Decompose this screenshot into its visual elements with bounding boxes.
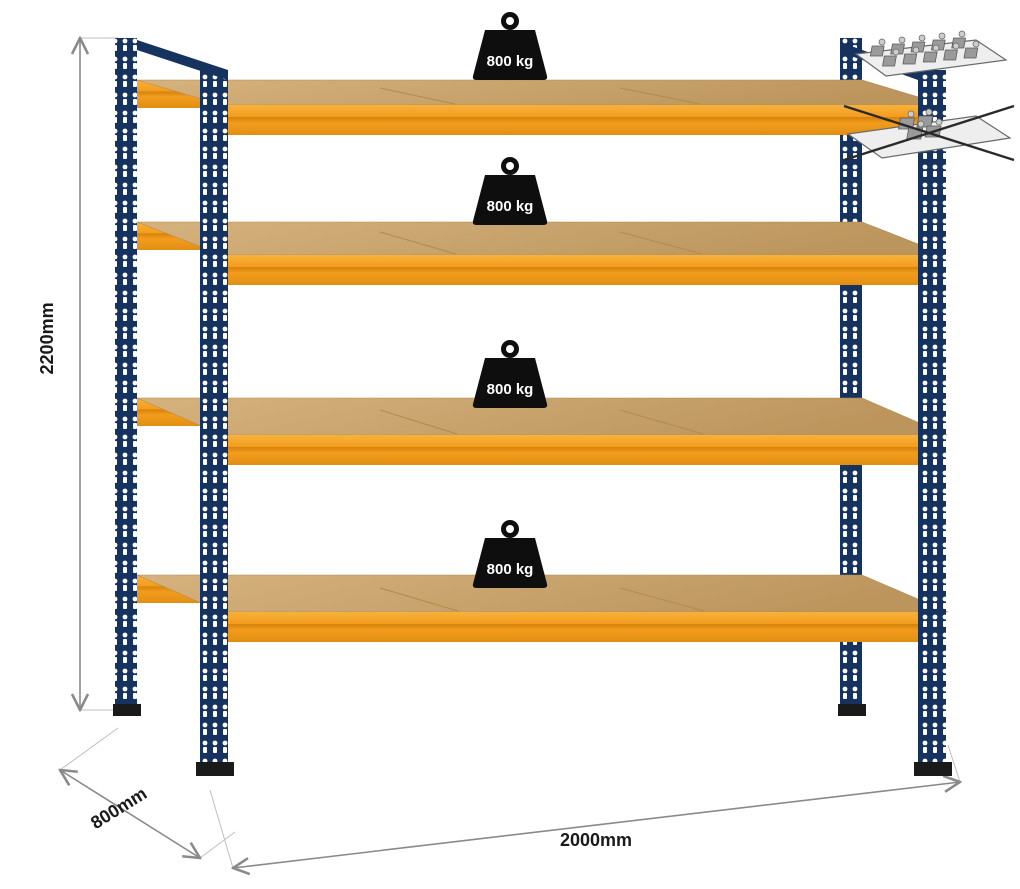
weight-badge-3: 800 kg xyxy=(465,338,555,408)
weight-badge-2: 800 kg xyxy=(465,155,555,225)
load-distribution-ok-icon xyxy=(856,31,1006,76)
weight-label: 800 kg xyxy=(465,198,555,215)
weight-label: 800 kg xyxy=(465,53,555,70)
weight-label: 800 kg xyxy=(465,381,555,398)
shelf-1 xyxy=(137,80,945,135)
weight-badge-1: 800 kg xyxy=(465,10,555,80)
dim-line-width xyxy=(233,782,960,868)
upright-front-left xyxy=(115,38,234,776)
upright-front-right xyxy=(914,70,952,776)
shelf-2 xyxy=(137,222,946,285)
weight-label: 800 kg xyxy=(465,561,555,578)
dim-label-width: 2000mm xyxy=(560,830,632,851)
diagram-canvas: 800 kg 800 kg 800 kg 800 kg 2200mm 800mm… xyxy=(0,0,1020,884)
dim-label-height: 2200mm xyxy=(37,302,58,374)
weight-badge-4: 800 kg xyxy=(465,518,555,588)
shelf-3 xyxy=(137,398,947,465)
rack-illustration xyxy=(0,0,1020,884)
